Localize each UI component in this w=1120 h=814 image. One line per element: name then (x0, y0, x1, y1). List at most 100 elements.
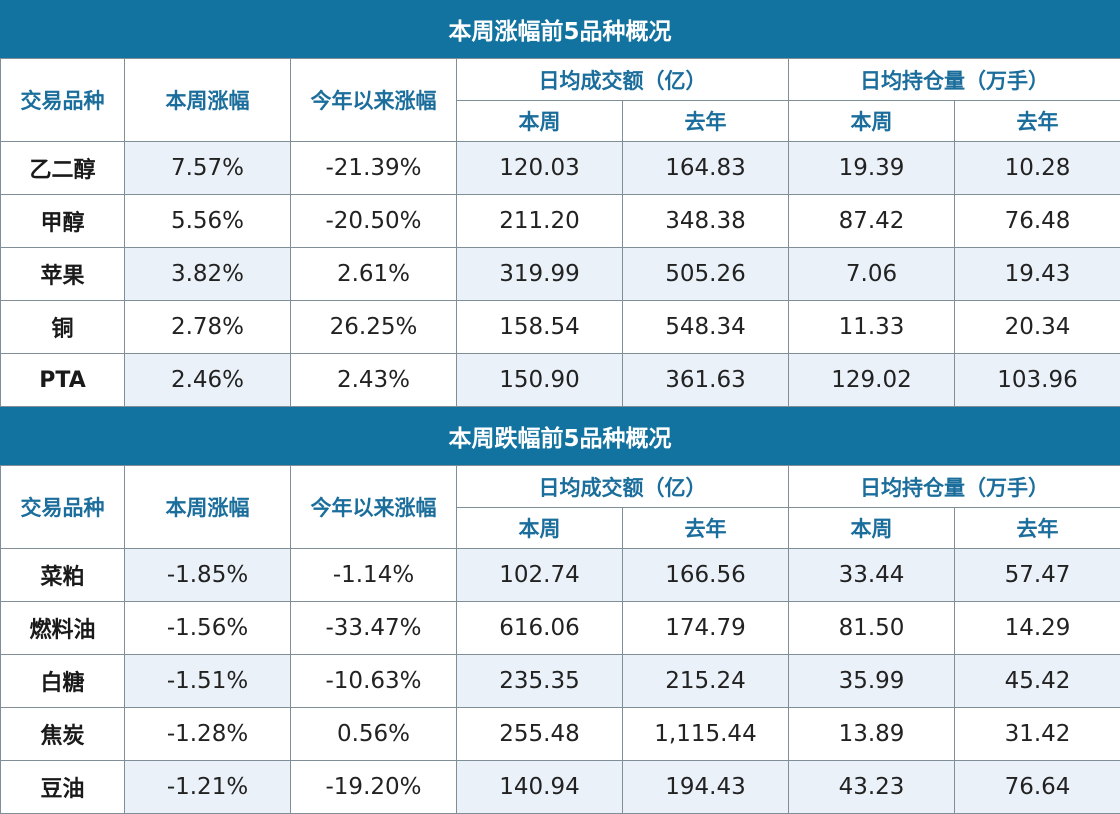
oi-last-year-cell: 57.47 (955, 549, 1120, 602)
week-change-cell: 5.56% (125, 195, 291, 248)
table-row: 甲醇 5.56% -20.50% 211.20 348.38 87.42 76.… (1, 195, 1120, 248)
week-change-cell: -1.56% (125, 602, 291, 655)
volume-last-year-cell: 1,115.44 (623, 708, 789, 761)
table-row: 豆油 -1.21% -19.20% 140.94 194.43 43.23 76… (1, 761, 1120, 814)
week-change-cell: 2.46% (125, 354, 291, 407)
ytd-change-cell: -19.20% (291, 761, 457, 814)
variety-cell: 焦炭 (1, 708, 125, 761)
volume-this-week-cell: 235.35 (457, 655, 623, 708)
volume-last-year-cell: 164.83 (623, 142, 789, 195)
ytd-change-cell: 2.61% (291, 248, 457, 301)
oi-last-year-cell: 10.28 (955, 142, 1120, 195)
week-change-cell: -1.51% (125, 655, 291, 708)
volume-last-year-cell: 194.43 (623, 761, 789, 814)
col-header-ytd-change: 今年以来涨幅 (291, 59, 457, 142)
volume-last-year-cell: 548.34 (623, 301, 789, 354)
volume-last-year-cell: 348.38 (623, 195, 789, 248)
ytd-change-cell: 0.56% (291, 708, 457, 761)
col-header-avg-open-interest: 日均持仓量（万手） (789, 59, 1120, 101)
table-row: 燃料油 -1.56% -33.47% 616.06 174.79 81.50 1… (1, 602, 1120, 655)
col-header-oi-this-week: 本周 (789, 101, 955, 142)
section-title-gainers: 本周涨幅前5品种概况 (0, 0, 1120, 58)
table-row: 焦炭 -1.28% 0.56% 255.48 1,115.44 13.89 31… (1, 708, 1120, 761)
variety-cell: 白糖 (1, 655, 125, 708)
variety-cell: 乙二醇 (1, 142, 125, 195)
week-change-cell: -1.28% (125, 708, 291, 761)
volume-last-year-cell: 215.24 (623, 655, 789, 708)
volume-this-week-cell: 102.74 (457, 549, 623, 602)
week-change-cell: 7.57% (125, 142, 291, 195)
volume-last-year-cell: 361.63 (623, 354, 789, 407)
volume-this-week-cell: 616.06 (457, 602, 623, 655)
oi-last-year-cell: 76.64 (955, 761, 1120, 814)
variety-cell: 豆油 (1, 761, 125, 814)
oi-this-week-cell: 11.33 (789, 301, 955, 354)
table-row: PTA 2.46% 2.43% 150.90 361.63 129.02 103… (1, 354, 1120, 407)
oi-this-week-cell: 19.39 (789, 142, 955, 195)
ytd-change-cell: -33.47% (291, 602, 457, 655)
oi-last-year-cell: 45.42 (955, 655, 1120, 708)
col-header-variety: 交易品种 (1, 59, 125, 142)
oi-last-year-cell: 14.29 (955, 602, 1120, 655)
variety-cell: 燃料油 (1, 602, 125, 655)
table-row: 白糖 -1.51% -10.63% 235.35 215.24 35.99 45… (1, 655, 1120, 708)
volume-last-year-cell: 505.26 (623, 248, 789, 301)
table-row: 乙二醇 7.57% -21.39% 120.03 164.83 19.39 10… (1, 142, 1120, 195)
col-header-oi-last-year: 去年 (955, 101, 1120, 142)
oi-this-week-cell: 33.44 (789, 549, 955, 602)
table-row: 铜 2.78% 26.25% 158.54 548.34 11.33 20.34 (1, 301, 1120, 354)
week-change-cell: -1.21% (125, 761, 291, 814)
ytd-change-cell: 2.43% (291, 354, 457, 407)
ytd-change-cell: 26.25% (291, 301, 457, 354)
volume-this-week-cell: 319.99 (457, 248, 623, 301)
variety-cell: 菜粕 (1, 549, 125, 602)
header-row-top: 交易品种 本周涨幅 今年以来涨幅 日均成交额（亿） 日均持仓量（万手） (1, 466, 1120, 508)
ytd-change-cell: -21.39% (291, 142, 457, 195)
volume-this-week-cell: 255.48 (457, 708, 623, 761)
col-header-week-change: 本周涨幅 (125, 466, 291, 549)
oi-this-week-cell: 7.06 (789, 248, 955, 301)
col-header-volume-this-week: 本周 (457, 101, 623, 142)
oi-this-week-cell: 35.99 (789, 655, 955, 708)
volume-last-year-cell: 166.56 (623, 549, 789, 602)
variety-cell: 铜 (1, 301, 125, 354)
col-header-volume-this-week: 本周 (457, 508, 623, 549)
col-header-volume-last-year: 去年 (623, 508, 789, 549)
col-header-avg-volume: 日均成交额（亿） (457, 466, 789, 508)
col-header-week-change: 本周涨幅 (125, 59, 291, 142)
oi-this-week-cell: 87.42 (789, 195, 955, 248)
section-title-decliners: 本周跌幅前5品种概况 (0, 407, 1120, 465)
col-header-volume-last-year: 去年 (623, 101, 789, 142)
ytd-change-cell: -1.14% (291, 549, 457, 602)
oi-this-week-cell: 129.02 (789, 354, 955, 407)
volume-this-week-cell: 211.20 (457, 195, 623, 248)
variety-cell: PTA (1, 354, 125, 407)
col-header-avg-volume: 日均成交额（亿） (457, 59, 789, 101)
oi-this-week-cell: 81.50 (789, 602, 955, 655)
volume-last-year-cell: 174.79 (623, 602, 789, 655)
oi-last-year-cell: 19.43 (955, 248, 1120, 301)
week-change-cell: -1.85% (125, 549, 291, 602)
table-row: 苹果 3.82% 2.61% 319.99 505.26 7.06 19.43 (1, 248, 1120, 301)
ytd-change-cell: -20.50% (291, 195, 457, 248)
col-header-oi-last-year: 去年 (955, 508, 1120, 549)
ytd-change-cell: -10.63% (291, 655, 457, 708)
oi-last-year-cell: 76.48 (955, 195, 1120, 248)
oi-last-year-cell: 103.96 (955, 354, 1120, 407)
week-change-cell: 3.82% (125, 248, 291, 301)
volume-this-week-cell: 140.94 (457, 761, 623, 814)
volume-this-week-cell: 158.54 (457, 301, 623, 354)
variety-cell: 苹果 (1, 248, 125, 301)
gainers-table: 交易品种 本周涨幅 今年以来涨幅 日均成交额（亿） 日均持仓量（万手） 本周 去… (0, 58, 1120, 407)
oi-last-year-cell: 20.34 (955, 301, 1120, 354)
variety-cell: 甲醇 (1, 195, 125, 248)
col-header-ytd-change: 今年以来涨幅 (291, 466, 457, 549)
oi-this-week-cell: 13.89 (789, 708, 955, 761)
col-header-variety: 交易品种 (1, 466, 125, 549)
decliners-table: 交易品种 本周涨幅 今年以来涨幅 日均成交额（亿） 日均持仓量（万手） 本周 去… (0, 465, 1120, 814)
week-change-cell: 2.78% (125, 301, 291, 354)
oi-this-week-cell: 43.23 (789, 761, 955, 814)
header-row-top: 交易品种 本周涨幅 今年以来涨幅 日均成交额（亿） 日均持仓量（万手） (1, 59, 1120, 101)
table-row: 菜粕 -1.85% -1.14% 102.74 166.56 33.44 57.… (1, 549, 1120, 602)
